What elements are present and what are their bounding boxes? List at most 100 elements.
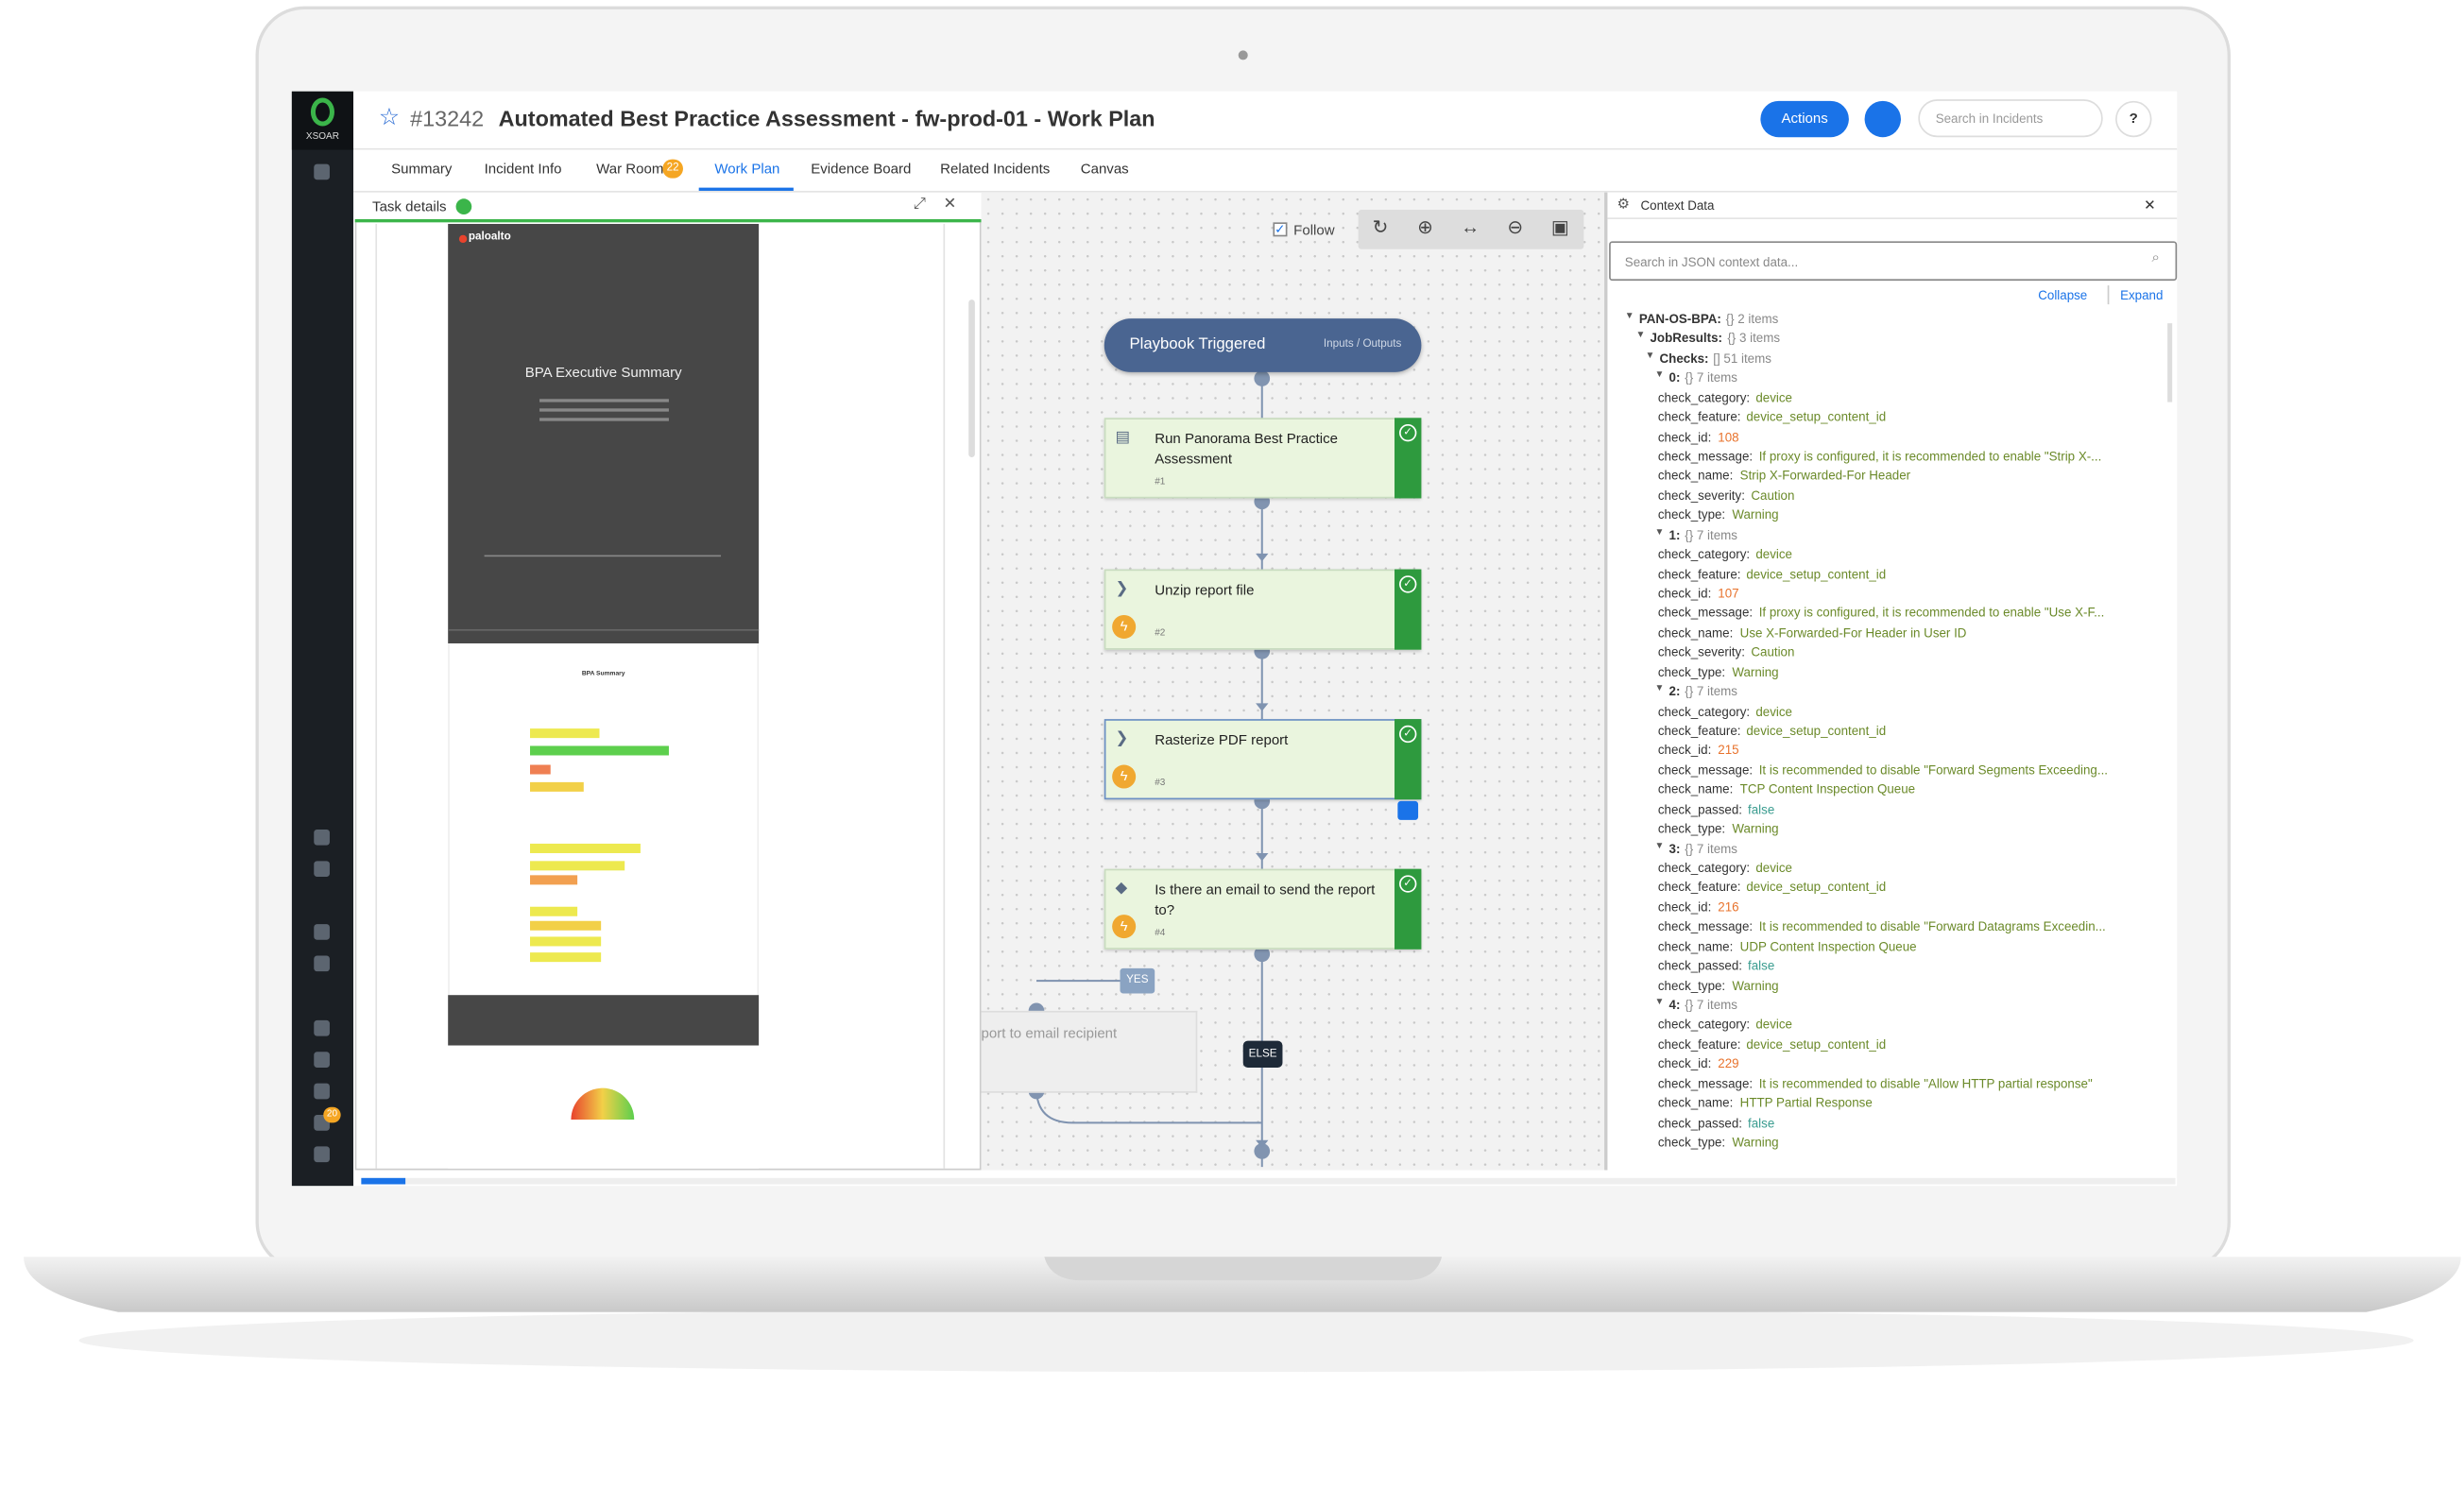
task-check: ✓ xyxy=(1399,875,1417,893)
field-value: device_setup_content_id xyxy=(1746,881,1887,896)
search-incidents[interactable]: Search in Incidents xyxy=(1918,99,2103,138)
field-value: HTTP Partial Response xyxy=(1739,1096,1873,1111)
context-scrollbar xyxy=(2167,323,2173,402)
sidebar-icon[interactable] xyxy=(314,1083,330,1100)
tree-toggle[interactable]: ▼ xyxy=(1654,527,1665,538)
pdf-footer-line xyxy=(448,628,760,631)
field-value: 229 xyxy=(1718,1056,1739,1071)
sidebar-icon[interactable] xyxy=(314,861,330,878)
tab-badge: 22 xyxy=(662,159,683,179)
partial-task: port to email recipient xyxy=(981,1010,1198,1093)
field-value: 216 xyxy=(1718,899,1739,915)
field-value: device xyxy=(1755,1018,1792,1033)
automation-icon: ϟ xyxy=(1112,915,1137,939)
task-number: #3 xyxy=(1155,779,1166,789)
context-close[interactable]: ✕ xyxy=(2144,197,2156,214)
field-key: check_category: xyxy=(1657,1018,1751,1033)
more-button[interactable] xyxy=(1864,100,1901,138)
expand-link[interactable]: Expand xyxy=(2120,288,2164,303)
field-value: device_setup_content_id xyxy=(1746,724,1887,739)
field-value: Warning xyxy=(1732,821,1779,836)
tab-bar xyxy=(353,149,2178,193)
collapse-link[interactable]: Collapse xyxy=(2038,288,2088,303)
tab[interactable]: Evidence Board xyxy=(811,161,912,177)
field-value: Strip X-Forwarded-For Header xyxy=(1739,469,1911,484)
task-node[interactable] xyxy=(1104,868,1422,950)
sidebar-icon[interactable] xyxy=(314,955,330,972)
tree-toggle[interactable]: ▼ xyxy=(1654,998,1665,1008)
toolbar-button[interactable]: ↔ xyxy=(1461,215,1480,239)
task-node[interactable] xyxy=(1104,418,1422,499)
field-key: check_message: xyxy=(1657,1076,1754,1091)
toolbar-button[interactable]: ⊕ xyxy=(1417,215,1433,239)
task-node[interactable] xyxy=(1104,719,1422,800)
pdf-text-line xyxy=(539,399,669,402)
context-search[interactable]: Search in JSON context data... xyxy=(1609,241,2178,282)
task-icon: ❯ xyxy=(1115,729,1129,748)
tree-toggle[interactable]: ▼ xyxy=(1654,370,1665,381)
tree-toggle[interactable]: ▼ xyxy=(1624,312,1634,322)
pdf-bar xyxy=(530,764,551,775)
field-key: check_type: xyxy=(1657,1135,1726,1150)
actions-button[interactable]: Actions xyxy=(1760,100,1849,138)
sidebar-icon[interactable] xyxy=(314,829,330,846)
field-value: false xyxy=(1748,959,1775,974)
pdf-bar xyxy=(530,781,584,792)
sidebar-icon[interactable] xyxy=(314,163,330,180)
trigger-link[interactable]: Inputs / Outputs xyxy=(1323,338,1402,351)
star-icon[interactable]: ☆ xyxy=(378,104,401,131)
sidebar-icon[interactable] xyxy=(314,1019,330,1036)
incident-title: Automated Best Practice Assessment - fw-… xyxy=(498,105,1155,131)
field-key: check_name: xyxy=(1657,939,1734,954)
field-key: check_type: xyxy=(1657,821,1726,836)
expand-button[interactable]: ⤢ xyxy=(913,195,927,214)
pdf-bar xyxy=(530,952,602,963)
sidebar-icon[interactable] xyxy=(314,1146,330,1163)
toolbar-button[interactable]: ▣ xyxy=(1550,215,1569,239)
field-value: device_setup_content_id xyxy=(1746,410,1887,425)
pdf-bar xyxy=(530,843,641,853)
tab[interactable]: War Room xyxy=(596,161,664,177)
field-key: check_type: xyxy=(1657,978,1726,993)
field-value: It is recommended to disable "Forward Da… xyxy=(1758,919,2106,934)
panel-divider xyxy=(943,224,946,1169)
tree-key: 3: xyxy=(1668,841,1681,856)
task-number: #2 xyxy=(1155,628,1166,639)
field-key: check_id: xyxy=(1657,1056,1712,1071)
close-button[interactable]: ✕ xyxy=(943,195,957,214)
sidebar-badge: 20 xyxy=(323,1106,341,1123)
field-key: check_severity: xyxy=(1657,645,1745,660)
tree-meta: {} 7 items xyxy=(1685,527,1737,542)
sidebar-icon[interactable] xyxy=(314,924,330,940)
tab[interactable]: Summary xyxy=(391,161,453,177)
tree-toggle[interactable]: ▼ xyxy=(1645,351,1655,361)
pdf-bar xyxy=(530,936,602,947)
field-value: UDP Content Inspection Queue xyxy=(1739,939,1917,954)
sidebar-icon[interactable] xyxy=(314,1052,330,1068)
pdf-brand-mark xyxy=(458,234,468,244)
tab[interactable]: Work Plan xyxy=(714,161,780,177)
tab[interactable]: Related Incidents xyxy=(940,161,1051,177)
follow-checkbox[interactable]: ✓ xyxy=(1273,222,1288,237)
toolbar-button[interactable]: ↻ xyxy=(1372,215,1389,239)
toolbar-button[interactable]: ⊖ xyxy=(1507,215,1524,239)
tree-toggle[interactable]: ▼ xyxy=(1654,841,1665,851)
tab[interactable]: Incident Info xyxy=(484,161,562,177)
tree-toggle[interactable]: ▼ xyxy=(1654,684,1665,694)
tree-toggle[interactable]: ▼ xyxy=(1635,332,1646,342)
task-icon: ❯ xyxy=(1115,580,1129,598)
follow-label: Follow xyxy=(1293,222,1335,239)
pdf-brand: paloalto xyxy=(468,231,511,244)
task-number: #4 xyxy=(1155,929,1166,939)
pdf-title: BPA Executive Summary xyxy=(524,364,682,381)
pdf-bar xyxy=(530,875,578,885)
task-node[interactable] xyxy=(1104,569,1422,650)
tree-meta: {} 7 items xyxy=(1685,684,1737,699)
field-key: check_feature: xyxy=(1657,881,1741,896)
tab[interactable]: Canvas xyxy=(1080,161,1129,177)
help-button[interactable]: ? xyxy=(2115,100,2152,138)
pdf-cover xyxy=(448,224,760,643)
field-value: 108 xyxy=(1718,429,1739,444)
tree-meta: {} 3 items xyxy=(1727,332,1781,347)
